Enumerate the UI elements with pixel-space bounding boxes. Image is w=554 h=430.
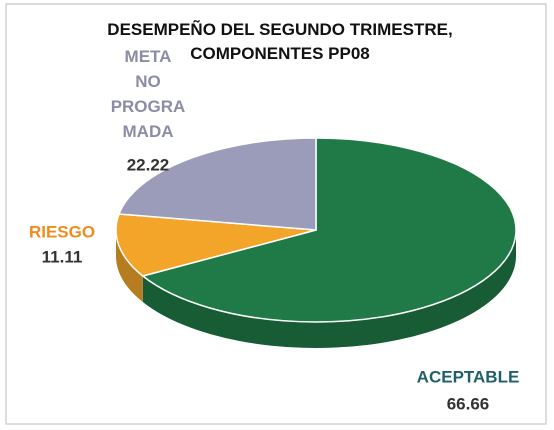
category-label: ACEPTABLE [417,367,520,386]
value-label: 11.11 [42,247,83,266]
slice-side [116,230,143,302]
slice [117,137,317,231]
slice [115,213,317,277]
label-line: META [125,47,172,66]
label-line: PROGRA [111,97,186,116]
category-label: RIESGO [29,222,95,241]
label-line: NO [135,72,161,91]
value-label: 22.22 [127,155,170,174]
frame [5,3,547,425]
slice-side [142,230,516,348]
slice [141,137,517,323]
chart-title: DESEMPEÑO DEL SEGUNDO TRIMESTRE, COMPONE… [107,20,453,63]
value-label: 66.66 [447,394,490,413]
label-line: MADA [123,122,174,141]
category-label: META NO PROGRA MADA [111,47,186,141]
